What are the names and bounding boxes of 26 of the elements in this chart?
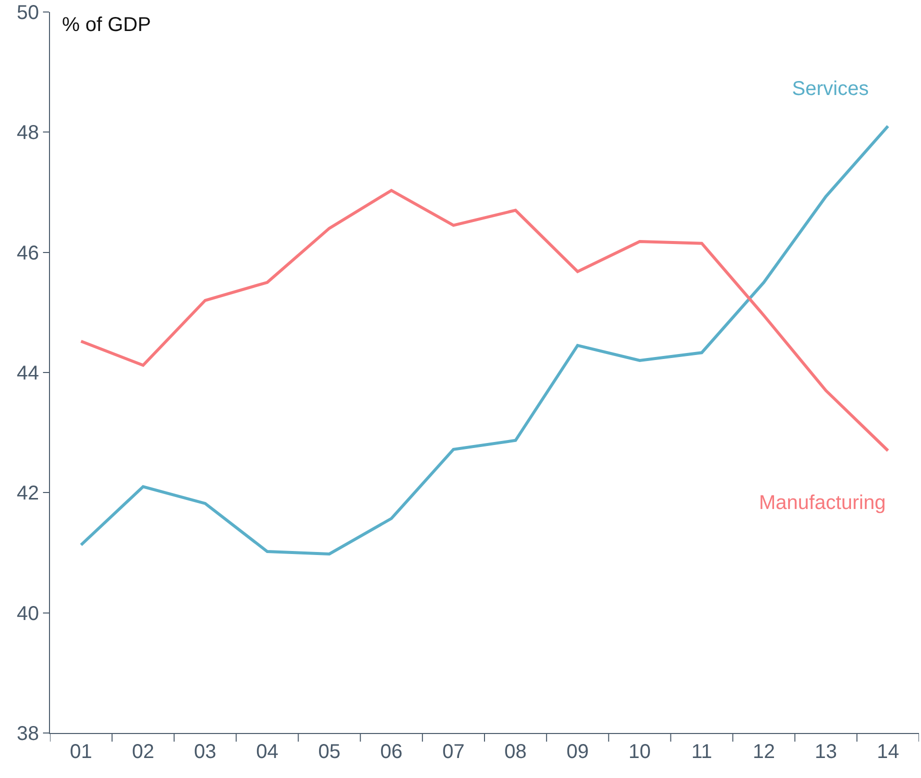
y-tick-label: 44 [16, 362, 39, 384]
x-tick-label: 08 [504, 741, 527, 763]
x-tick-label: 09 [566, 741, 589, 763]
x-tick-label: 12 [752, 741, 775, 763]
x-tick-label: 13 [814, 741, 838, 763]
x-tick-label: 10 [628, 741, 651, 763]
y-tick-label: 50 [16, 2, 39, 24]
x-tick-label: 11 [691, 741, 712, 763]
y-tick-label: 38 [16, 723, 39, 745]
x-tick-label: 04 [256, 741, 278, 763]
y-axis-title: % of GDP [62, 14, 151, 36]
y-tick-label: 46 [16, 242, 39, 264]
line-series [80, 124, 890, 556]
x-tick-label: 01 [70, 741, 92, 763]
line-series [80, 188, 890, 452]
x-tick-label: 03 [194, 741, 216, 763]
series-label: Services [792, 78, 869, 100]
x-tick-label: 14 [876, 741, 900, 763]
x-tick-label: 07 [442, 741, 465, 763]
x-tick-label: 02 [132, 741, 154, 763]
x-tick-label: 06 [380, 741, 403, 763]
text: Manufacturing [759, 492, 886, 514]
y-tick-label: 40 [16, 602, 39, 625]
x-tick-label: 05 [318, 741, 340, 763]
y-tick-label: 42 [16, 482, 39, 505]
y-tick-label: 48 [16, 122, 39, 144]
